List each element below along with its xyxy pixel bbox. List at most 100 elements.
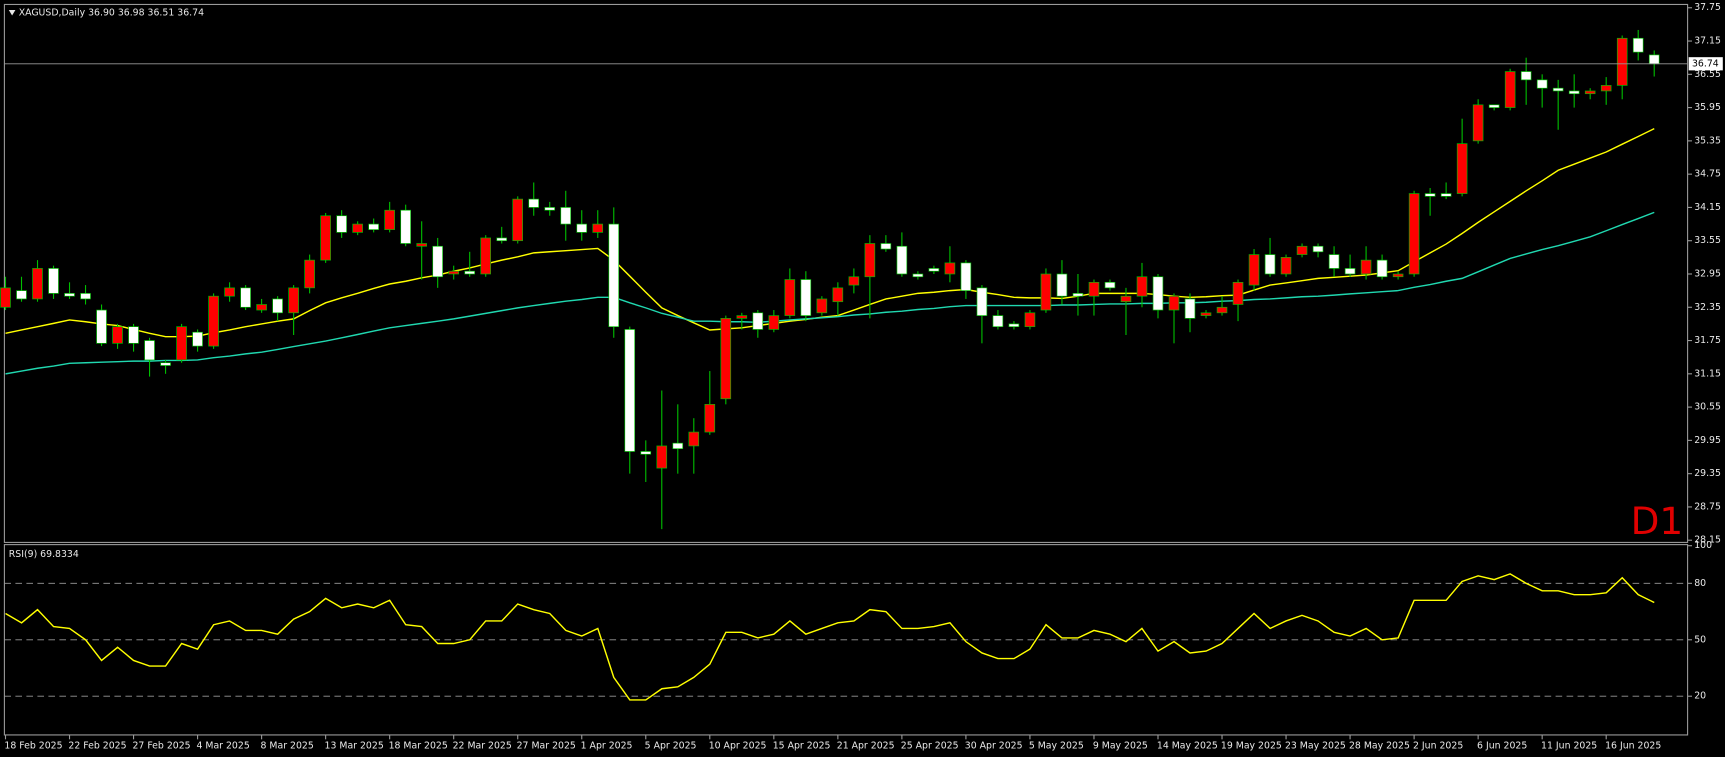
candle-body (16, 290, 27, 300)
candle-body (656, 445, 668, 469)
x-tick-label: 18 Feb 2025 (4, 740, 62, 751)
y-tick-label: 37.75 (1694, 2, 1721, 13)
candle-body (816, 298, 828, 314)
candle-body (896, 245, 908, 275)
x-tick-label: 4 Mar 2025 (196, 740, 249, 751)
candle-body (992, 315, 1004, 328)
y-tick-label: 29.35 (1694, 468, 1721, 479)
candle-body (1616, 37, 1628, 86)
candle-body (32, 268, 43, 300)
candle-body (720, 318, 732, 400)
candle-body (304, 259, 315, 289)
candle-body (1376, 259, 1388, 278)
x-tick-label: 18 Mar 2025 (389, 740, 448, 751)
candle-body (800, 279, 812, 316)
candle-body (688, 431, 700, 447)
x-tick-label: 9 May 2025 (1093, 740, 1148, 751)
candle-body (1600, 85, 1612, 92)
candle-body (736, 315, 748, 319)
timeframe-label: D1 (1631, 499, 1684, 543)
candle-body (1456, 143, 1468, 194)
candle-body (1216, 306, 1228, 314)
candle-body (624, 329, 636, 452)
candle-body (608, 223, 620, 328)
candle-body (944, 262, 956, 275)
candle-body (1024, 312, 1036, 328)
candle-body (1152, 276, 1164, 311)
candle-body (1120, 295, 1132, 303)
y-tick-label: 34.75 (1694, 169, 1721, 180)
x-tick-label: 27 Feb 2025 (132, 740, 190, 751)
candle-body (1088, 281, 1100, 297)
candle-body (112, 326, 123, 344)
candle-body (1072, 293, 1084, 297)
x-tick-label: 19 May 2025 (1221, 740, 1282, 751)
candle-body (368, 223, 379, 230)
x-tick-label: 30 Apr 2025 (965, 740, 1023, 751)
y-tick-label: 37.15 (1694, 36, 1721, 47)
candle-body (1136, 276, 1148, 297)
rsi-title: RSI(9) 69.8334 (9, 549, 79, 560)
candle-body (464, 270, 475, 275)
candle-body (272, 298, 283, 314)
candle-body (1552, 87, 1564, 92)
y-tick-label: 100 (1694, 540, 1712, 551)
candle-body (1168, 295, 1180, 311)
collapse-icon (8, 9, 16, 16)
candle-body (320, 215, 331, 261)
candle-body (544, 207, 556, 211)
x-tick-label: 6 Jun 2025 (1477, 740, 1527, 751)
candle-body (96, 309, 107, 344)
candle-body (288, 287, 299, 314)
y-tick-label: 50 (1694, 634, 1706, 645)
candle-body (1008, 323, 1020, 328)
x-tick-label: 5 Apr 2025 (645, 740, 697, 751)
candle-body (560, 207, 572, 225)
candle-body (1360, 259, 1372, 275)
indicator-line (5, 211, 1655, 375)
candle-body (1328, 254, 1340, 269)
main-panel-frame (3, 3, 1689, 543)
candle-body (1264, 254, 1276, 275)
candle-body (80, 293, 91, 300)
y-tick-label: 32.95 (1694, 268, 1721, 279)
x-tick-label: 22 Feb 2025 (68, 740, 126, 751)
candle-body (1104, 281, 1116, 289)
candle-body (1312, 245, 1324, 253)
y-tick-label: 29.95 (1694, 435, 1721, 446)
chart-title: XAGUSD,Daily 36.90 36.98 36.51 36.74 (19, 8, 204, 19)
candle-body (1200, 312, 1212, 316)
candle-body (704, 404, 716, 433)
x-tick-label: 5 May 2025 (1029, 740, 1084, 751)
candle-body (192, 331, 203, 347)
candle-body (1504, 71, 1516, 108)
y-tick-label: 32.35 (1694, 302, 1721, 313)
candle-body (48, 268, 59, 294)
candle-body (912, 273, 924, 278)
candle-body (1280, 257, 1292, 275)
candle-body (1344, 268, 1356, 275)
candle-body (928, 268, 940, 272)
candle-body (1232, 281, 1244, 305)
y-tick-label: 33.55 (1694, 235, 1721, 246)
candle-body (752, 312, 764, 330)
candle-body (1392, 273, 1404, 278)
y-tick-label: 28.75 (1694, 501, 1721, 512)
y-tick-label: 35.35 (1694, 135, 1721, 146)
x-tick-label: 11 Jun 2025 (1541, 740, 1597, 751)
y-tick-label: 31.75 (1694, 335, 1721, 346)
candle-body (1440, 193, 1452, 197)
candle-body (176, 326, 187, 361)
candle-body (480, 237, 491, 275)
candle-body (432, 245, 443, 278)
candle-body (1424, 193, 1436, 197)
candle-body (1040, 273, 1052, 311)
candle-body (160, 362, 171, 366)
y-tick-label: 30.55 (1694, 402, 1721, 413)
candle-body (960, 262, 972, 291)
candle-body (496, 237, 507, 242)
candle-body (1648, 54, 1660, 65)
candle-body (512, 198, 524, 242)
